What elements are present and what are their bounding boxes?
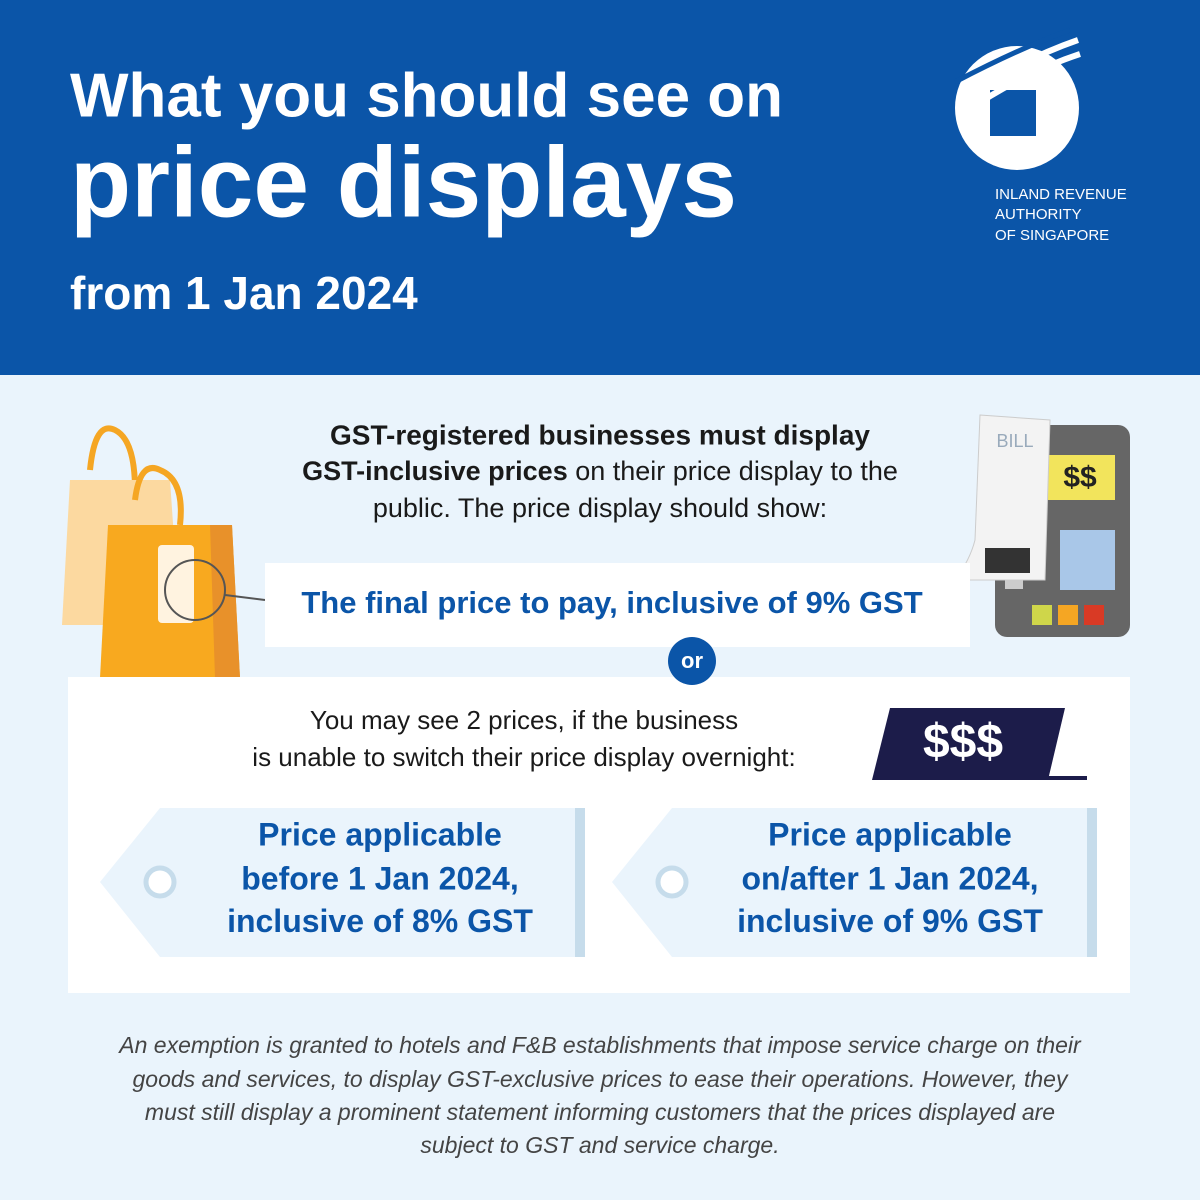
keypad [1060, 530, 1115, 590]
tag-suffix: GST [458, 903, 533, 939]
barcode [985, 548, 1030, 573]
tag-edge [575, 808, 585, 957]
tag-line: inclusive of 9% GST [737, 903, 1043, 939]
option1-suffix: GST [850, 585, 922, 620]
option2-line: You may see 2 prices, if the business [310, 705, 738, 735]
bags-illustration [62, 425, 266, 678]
logo-text: OF SINGAPORE [995, 227, 1109, 244]
screen-text: $$ [1063, 461, 1097, 494]
footnote: An exemption is granted to hotels and F&… [117, 1032, 1082, 1158]
logo-stripes [953, 27, 1071, 85]
logo-text: INLAND REVENUE [995, 186, 1127, 203]
tag-rate: 9% [922, 903, 968, 939]
intro-line: GST-registered businesses must display [330, 419, 870, 450]
option1-rate: 9% [806, 585, 851, 620]
sign [872, 708, 1065, 780]
tag-text: inclusive of [227, 903, 412, 939]
or-label: or [681, 648, 703, 673]
intro-bold: GST-inclusive prices [302, 456, 568, 486]
footnote-line: goods and services, to display GST-exclu… [133, 1066, 1069, 1092]
tag-shape [612, 808, 1097, 957]
logo-text: AUTHORITY [995, 206, 1082, 223]
tag-shape [100, 808, 585, 957]
tag-text: inclusive of [737, 903, 922, 939]
logo: INLAND REVENUE AUTHORITY OF SINGAPORE [953, 27, 1127, 244]
key [1058, 605, 1078, 625]
tag-line: on/after 1 Jan 2024, [741, 860, 1038, 896]
footnote-line: must still display a prominent statement… [145, 1099, 1055, 1125]
terminal-screen [1045, 455, 1115, 500]
tag-line: Price applicable [768, 816, 1012, 852]
footnote-line: subject to GST and service charge. [420, 1132, 779, 1158]
option1-box [265, 563, 970, 647]
price-tag [158, 545, 194, 623]
key [1032, 605, 1052, 625]
magnifier [164, 559, 226, 621]
intro-line: public. The price display should show: [373, 493, 827, 523]
tag-rate: 8% [412, 903, 458, 939]
terminal-illustration: $$ BILL [954, 414, 1130, 637]
footnote-line: An exemption is granted to hotels and F&… [117, 1032, 1082, 1058]
tag-edge [1087, 808, 1097, 957]
tag-hole [143, 865, 177, 899]
bag-side [210, 525, 240, 678]
bag-handle [132, 465, 184, 526]
tag-suffix: GST [968, 903, 1043, 939]
tag-line: Price applicable [258, 816, 502, 852]
intro-line: GST-inclusive prices on their price disp… [302, 456, 898, 486]
tag-line: before 1 Jan 2024, [241, 860, 518, 896]
tag-after: Price applicable on/after 1 Jan 2024, in… [612, 808, 1097, 957]
tag-before: Price applicable before 1 Jan 2024, incl… [100, 808, 585, 957]
subtitle: from 1 Jan 2024 [70, 267, 418, 319]
key [1084, 605, 1104, 625]
title-line2: price displays [70, 126, 737, 238]
bill-text: BILL [996, 431, 1033, 451]
or-circle [668, 637, 716, 685]
title-line1: What you should see on [70, 61, 783, 130]
sign-text: $$$ [923, 716, 1003, 769]
logo-stripes [958, 37, 1081, 115]
tag-line: inclusive of 8% GST [227, 903, 533, 939]
logo-square [990, 90, 1036, 136]
option1: The final price to pay, inclusive of 9% … [301, 585, 922, 620]
intro-text: on their price display to the [568, 456, 898, 486]
bag-handle [87, 425, 138, 491]
pointer-line [224, 594, 266, 601]
option1-text: The final price to pay, inclusive of [301, 585, 805, 620]
option2-line: is unable to switch their price display … [252, 742, 795, 772]
tag-hole [655, 865, 689, 899]
